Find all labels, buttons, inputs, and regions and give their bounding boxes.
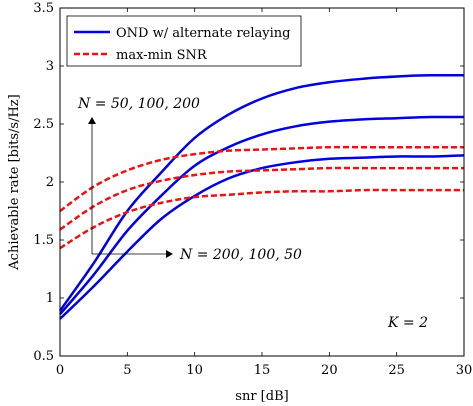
y-tick-label: 0.5 <box>33 349 54 364</box>
y-axis-label: Achievable rate [bits/s/Hz] <box>7 94 22 270</box>
annotation-k: K = 2 <box>387 315 428 331</box>
y-tick-label: 1.5 <box>33 233 54 248</box>
x-tick-label: 0 <box>56 363 64 378</box>
x-tick-label: 5 <box>123 363 131 378</box>
x-tick-label: 25 <box>388 363 405 378</box>
maxmin-snr-line-5 <box>59 188 464 250</box>
annotation-n-right: N = 200, 100, 50 <box>179 247 302 263</box>
legend-label-ond: OND w/ alternate relaying <box>116 26 290 41</box>
legend-label-maxmin: max-min SNR <box>116 48 208 63</box>
y-tick-label: 1 <box>46 291 54 306</box>
y-tick-label: 2 <box>46 175 54 190</box>
ond-line-1 <box>59 115 465 316</box>
axis-ticks: 0 5 10 15 20 25 30 0.5 1 1.5 2 2.5 3 3.5 <box>33 1 472 378</box>
plot-lines <box>58 73 465 320</box>
y-tick-label: 3 <box>46 59 54 74</box>
x-tick-label: 10 <box>186 363 203 378</box>
y-tick-label: 3.5 <box>33 1 54 16</box>
x-tick-label: 20 <box>321 363 338 378</box>
x-tick-label: 15 <box>254 363 271 378</box>
x-axis-label: snr [dB] <box>235 389 288 404</box>
annotation-n-up: N = 50, 100, 200 <box>77 96 200 112</box>
y-tick-label: 2.5 <box>33 117 54 132</box>
legend: OND w/ alternate relaying max-min SNR <box>66 15 302 67</box>
x-tick-label: 30 <box>456 363 473 378</box>
ond-line-2 <box>59 154 465 320</box>
legend-box <box>66 15 302 67</box>
